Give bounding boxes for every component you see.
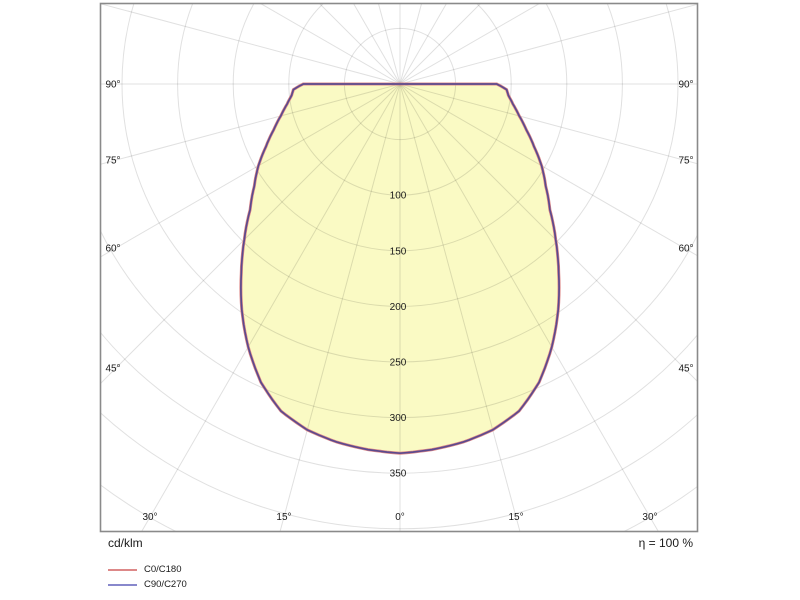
radial-tick-label: 200 xyxy=(390,302,407,313)
angle-label-right: 75° xyxy=(678,156,693,167)
grid-circle xyxy=(100,411,698,530)
legend-row-c90-c270: C90/C270 xyxy=(108,577,187,592)
grid-circle xyxy=(100,330,698,474)
angle-label-bottom: 0° xyxy=(395,512,405,523)
angle-label-left: 90° xyxy=(105,80,120,91)
radial-tick-label: 350 xyxy=(390,469,407,480)
plot-frame xyxy=(99,2,699,533)
radial-tick-label: 250 xyxy=(390,358,407,369)
grid-circle xyxy=(232,3,568,252)
angle-label-left: 75° xyxy=(105,156,120,167)
legend-label-c90-c270: C90/C270 xyxy=(144,579,187,590)
legend: C0/C180 C90/C270 xyxy=(108,562,187,592)
angle-label-left: 60° xyxy=(105,243,120,254)
angle-label-bottom: 15° xyxy=(276,512,291,523)
intensity-fill-region xyxy=(240,84,560,454)
legend-row-c0-c180: C0/C180 xyxy=(108,562,187,577)
angle-label-bottom: 30° xyxy=(642,512,657,523)
c90-c270-line-swatch xyxy=(108,583,137,586)
radial-tick-label: 150 xyxy=(390,246,407,257)
angle-label-left: 45° xyxy=(105,364,120,375)
angle-label-right: 45° xyxy=(678,364,693,375)
radial-tick-label: 100 xyxy=(390,191,407,202)
radial-tick-label: 300 xyxy=(390,413,407,424)
grid-circle xyxy=(177,3,623,307)
grid-circle xyxy=(288,3,512,196)
legend-label-c0-c180: C0/C180 xyxy=(144,564,182,575)
angle-label-right: 60° xyxy=(678,243,693,254)
angle-label-bottom: 15° xyxy=(508,512,523,523)
c0-c180-line-swatch xyxy=(108,568,137,571)
unit-label: cd/klm xyxy=(108,536,143,550)
curve-c90-c270 xyxy=(240,83,560,455)
grid-circle xyxy=(100,228,698,418)
efficiency-label: η = 100 % xyxy=(638,536,693,550)
angle-label-bottom: 30° xyxy=(142,512,157,523)
angle-label-right: 90° xyxy=(678,80,693,91)
grid-circle xyxy=(121,3,679,363)
